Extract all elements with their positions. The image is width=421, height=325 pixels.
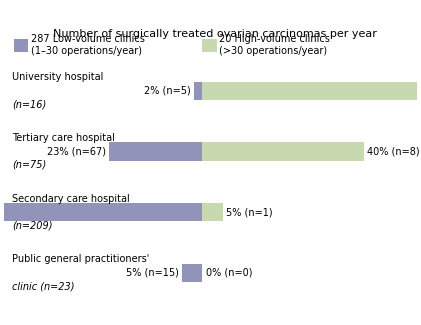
- Text: clinic (n=23): clinic (n=23): [12, 281, 75, 292]
- Text: Tertiary care hospital: Tertiary care hospital: [12, 133, 115, 143]
- Text: 0% (n=0): 0% (n=0): [205, 268, 252, 278]
- Text: Secondary care hospital: Secondary care hospital: [12, 194, 130, 204]
- Bar: [195, 82, 203, 100]
- Text: 5% (n=15): 5% (n=15): [126, 268, 179, 278]
- Text: Number of surgically treated ovarian carcinomas per year: Number of surgically treated ovarian car…: [53, 29, 376, 39]
- Bar: [203, 82, 421, 100]
- Bar: [182, 264, 203, 282]
- Bar: [203, 142, 364, 161]
- Bar: [109, 142, 203, 161]
- Text: (n=209): (n=209): [12, 221, 53, 231]
- Text: 20 High-volume clinics
(>30 operations/year): 20 High-volume clinics (>30 operations/y…: [218, 34, 330, 56]
- Text: Public general practitioners': Public general practitioners': [12, 254, 149, 265]
- Bar: [0, 203, 203, 221]
- Text: University hospital: University hospital: [12, 72, 104, 82]
- Bar: [203, 203, 223, 221]
- Text: 40% (n=8): 40% (n=8): [368, 146, 420, 156]
- Text: 5% (n=1): 5% (n=1): [226, 207, 272, 217]
- Text: (n=16): (n=16): [12, 99, 47, 109]
- Text: (n=75): (n=75): [12, 160, 47, 170]
- Text: 2% (n=5): 2% (n=5): [144, 86, 191, 96]
- FancyBboxPatch shape: [14, 38, 29, 52]
- Text: 23% (n=67): 23% (n=67): [47, 146, 106, 156]
- FancyBboxPatch shape: [203, 38, 216, 52]
- Text: 287 Low-volume clinics
(1–30 operations/year): 287 Low-volume clinics (1–30 operations/…: [30, 34, 144, 56]
